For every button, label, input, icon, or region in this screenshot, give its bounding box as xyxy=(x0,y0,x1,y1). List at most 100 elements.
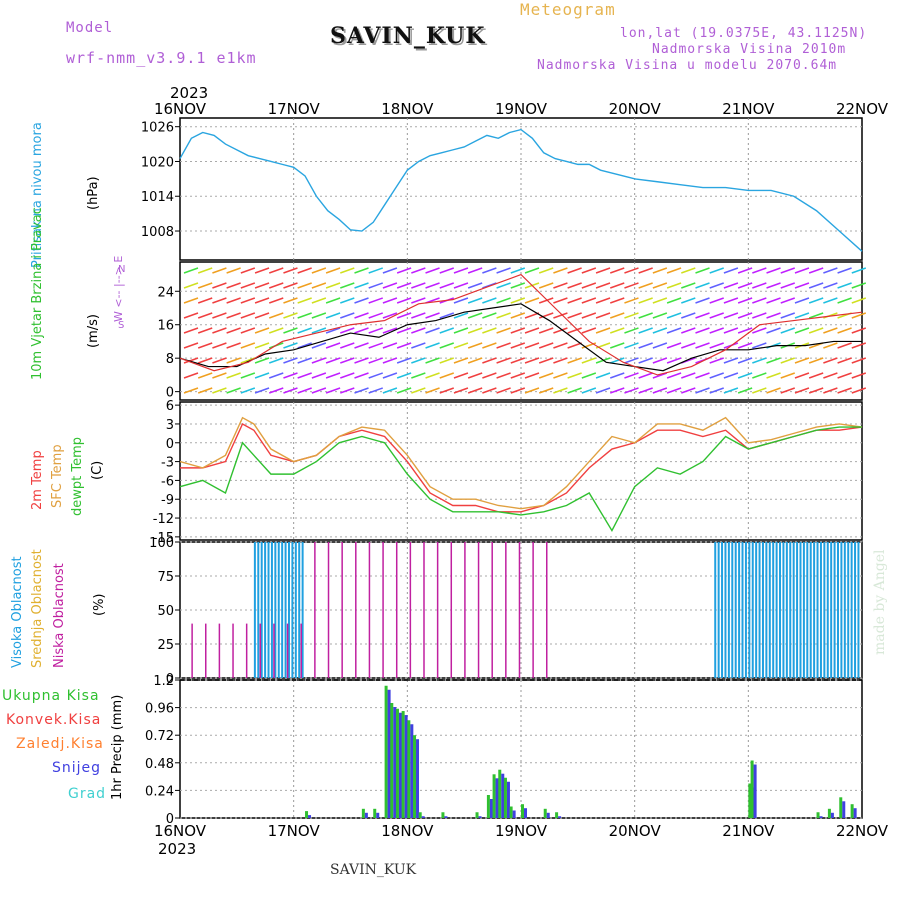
cloud-bar-high xyxy=(257,542,260,678)
cloud-bar-high xyxy=(779,542,782,678)
wind-arrow xyxy=(794,327,810,334)
wind-arrow xyxy=(197,267,213,274)
cloud-bar-low xyxy=(286,623,289,678)
wind-arrow xyxy=(453,372,469,379)
wind-arrow xyxy=(752,372,767,379)
wind-arrow xyxy=(311,267,327,274)
wind-arrow xyxy=(354,297,369,304)
wind-arrow xyxy=(538,357,554,364)
wind-arrow xyxy=(183,357,199,364)
wind-arrow xyxy=(752,357,767,364)
wind-arrow xyxy=(766,387,781,394)
wind-arrow xyxy=(453,312,469,319)
wind-arrow xyxy=(538,372,554,379)
y-tick-label: 0.48 xyxy=(145,757,174,772)
cloud-bar-high xyxy=(758,542,761,678)
cloud-bar-high xyxy=(836,542,839,678)
wind-arrow xyxy=(837,267,852,274)
precip-bar-total xyxy=(503,777,507,818)
wind-arrow xyxy=(780,282,796,289)
wind-arrow xyxy=(368,342,383,349)
wind-arrow xyxy=(496,372,511,379)
cloud-bar-high xyxy=(761,542,764,678)
cloud-bar-low xyxy=(395,542,398,678)
wind-arrow xyxy=(183,282,199,289)
wind-arrow xyxy=(226,342,241,349)
wind-arrow xyxy=(709,342,724,349)
wind-arrow xyxy=(609,282,625,289)
y-tick-label: 0 xyxy=(166,437,174,452)
wind-arrow xyxy=(439,342,455,349)
cloud-bar-low xyxy=(477,542,480,678)
wind-arrow xyxy=(695,372,710,379)
wind-arrow xyxy=(496,267,511,274)
wind-arrow xyxy=(396,267,412,274)
wind-arrow xyxy=(638,327,653,334)
cloud-bar-high xyxy=(775,542,778,678)
wind-arrow xyxy=(183,342,199,349)
wind-arrow xyxy=(226,327,241,334)
wind-arrow xyxy=(240,372,256,379)
cloud-bar-high xyxy=(260,542,263,678)
x-tick-bottom: 18NOV xyxy=(381,822,434,840)
wind-arrow xyxy=(439,282,455,289)
wind-arrow xyxy=(439,387,455,394)
cloud-bar-high xyxy=(287,542,290,678)
wind-arrow xyxy=(340,357,355,364)
wind-arrow xyxy=(681,387,696,394)
wind-arrow xyxy=(609,387,625,394)
wind-arrow xyxy=(425,342,440,349)
wind-arrow xyxy=(254,282,270,289)
wind-arrow xyxy=(752,312,767,319)
wind-arrow xyxy=(837,357,852,364)
wind-arrow xyxy=(752,297,767,304)
model-elevation-label: Nadmorska Visina u modelu 2070.64m xyxy=(537,58,838,73)
wind-arrow xyxy=(254,357,270,364)
wind-arrow xyxy=(268,327,284,334)
precip-bar-snow xyxy=(421,816,425,818)
wind-arrow xyxy=(325,387,341,394)
precip-bar-snow xyxy=(512,810,516,818)
wind-arrow xyxy=(254,387,270,394)
y-tick-label: 1026 xyxy=(141,121,174,136)
wind-arrow xyxy=(567,267,582,274)
wind-arrow xyxy=(197,282,213,289)
y-tick-label: -15 xyxy=(153,531,174,546)
wind-arrow xyxy=(709,282,724,289)
y-tick-label: 75 xyxy=(157,570,174,585)
wind-arrow xyxy=(581,282,597,289)
wind-arrow xyxy=(510,387,526,394)
cloud-bar-high xyxy=(802,542,805,678)
precip-bar-snow xyxy=(546,812,550,818)
cloud-bar-high xyxy=(301,542,304,678)
wind-arrow xyxy=(311,342,327,349)
wind-arrow xyxy=(240,387,256,394)
cloud-bar-low xyxy=(232,623,234,678)
meteogram-title: Meteogram xyxy=(520,0,616,19)
wind-arrow xyxy=(538,327,554,334)
wind-arrow xyxy=(595,282,611,289)
konvek-label: Konvek.Kisa xyxy=(6,712,102,728)
y-tick-label: 1014 xyxy=(141,190,174,205)
y-tick-label: 0 xyxy=(166,386,174,401)
wind-arrow xyxy=(723,282,739,289)
wind-arrow xyxy=(212,312,227,319)
wind-arrow xyxy=(595,372,611,379)
cloud-bar-high xyxy=(731,542,734,678)
wind-arrow xyxy=(538,342,554,349)
wind-arrow xyxy=(666,387,682,394)
wind-arrow xyxy=(325,297,341,304)
cloud-bar-low xyxy=(450,542,453,678)
wind-arrow xyxy=(681,297,696,304)
wind-arrow xyxy=(354,282,369,289)
wind-arrow xyxy=(340,342,355,349)
cloud-bar-high xyxy=(843,542,846,678)
cloud-bar-high xyxy=(768,542,771,678)
wind-arrow xyxy=(212,297,227,304)
wind-arrow xyxy=(297,357,312,364)
wind-arrow xyxy=(311,327,327,334)
wind-arrow xyxy=(396,342,412,349)
wind-arrow xyxy=(467,387,483,394)
wind-arrow xyxy=(297,372,312,379)
wind-arrow xyxy=(297,297,312,304)
